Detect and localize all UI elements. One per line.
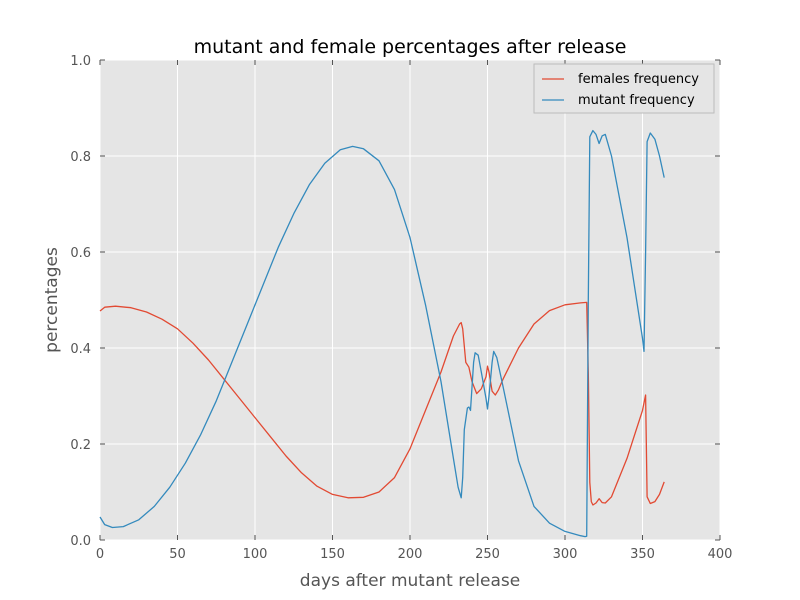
legend-label-mutant: mutant frequency bbox=[578, 93, 695, 108]
legend-box bbox=[533, 63, 715, 114]
x-tick-label: 200 bbox=[398, 547, 423, 562]
x-tick-label: 0 bbox=[96, 547, 104, 562]
x-tick-label: 300 bbox=[553, 547, 578, 562]
y-tick-label: 0.4 bbox=[70, 342, 91, 357]
legend-label-females: females frequency bbox=[578, 72, 699, 87]
x-tick-label: 100 bbox=[243, 547, 268, 562]
y-tick-label: 0.2 bbox=[70, 438, 91, 453]
chart-title: mutant and female percentages after rele… bbox=[194, 36, 627, 58]
series-group bbox=[99, 129, 665, 538]
x-tick-label: 150 bbox=[320, 547, 345, 562]
y-tick-label: 1.0 bbox=[70, 54, 91, 69]
axis-ticks: 0 50 100 150 200 250 300 350 400 0.0 0.2 0.4 0.6 0.8 1… bbox=[70, 54, 732, 562]
legend: females frequency mutant frequency bbox=[533, 63, 715, 114]
x-tick-label: 400 bbox=[708, 547, 733, 562]
y-tick-label: 0.6 bbox=[70, 246, 91, 261]
x-axis-label: days after mutant release bbox=[300, 571, 520, 591]
series-line-females bbox=[99, 301, 665, 506]
x-tick-label: 50 bbox=[169, 547, 186, 562]
y-tick-label: 0.8 bbox=[70, 150, 91, 165]
x-tick-label: 350 bbox=[630, 547, 655, 562]
y-tick-label: 0.0 bbox=[70, 534, 91, 549]
y-axis-label: percentages bbox=[42, 247, 62, 353]
x-tick-label: 250 bbox=[475, 547, 500, 562]
series-line-mutant bbox=[99, 129, 665, 538]
